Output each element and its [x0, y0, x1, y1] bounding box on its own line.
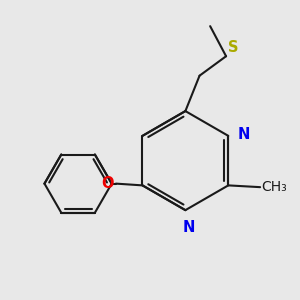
Text: N: N — [183, 220, 195, 235]
Text: CH₃: CH₃ — [262, 180, 287, 194]
Text: S: S — [228, 40, 239, 55]
Text: N: N — [237, 127, 250, 142]
Text: O: O — [101, 176, 114, 191]
